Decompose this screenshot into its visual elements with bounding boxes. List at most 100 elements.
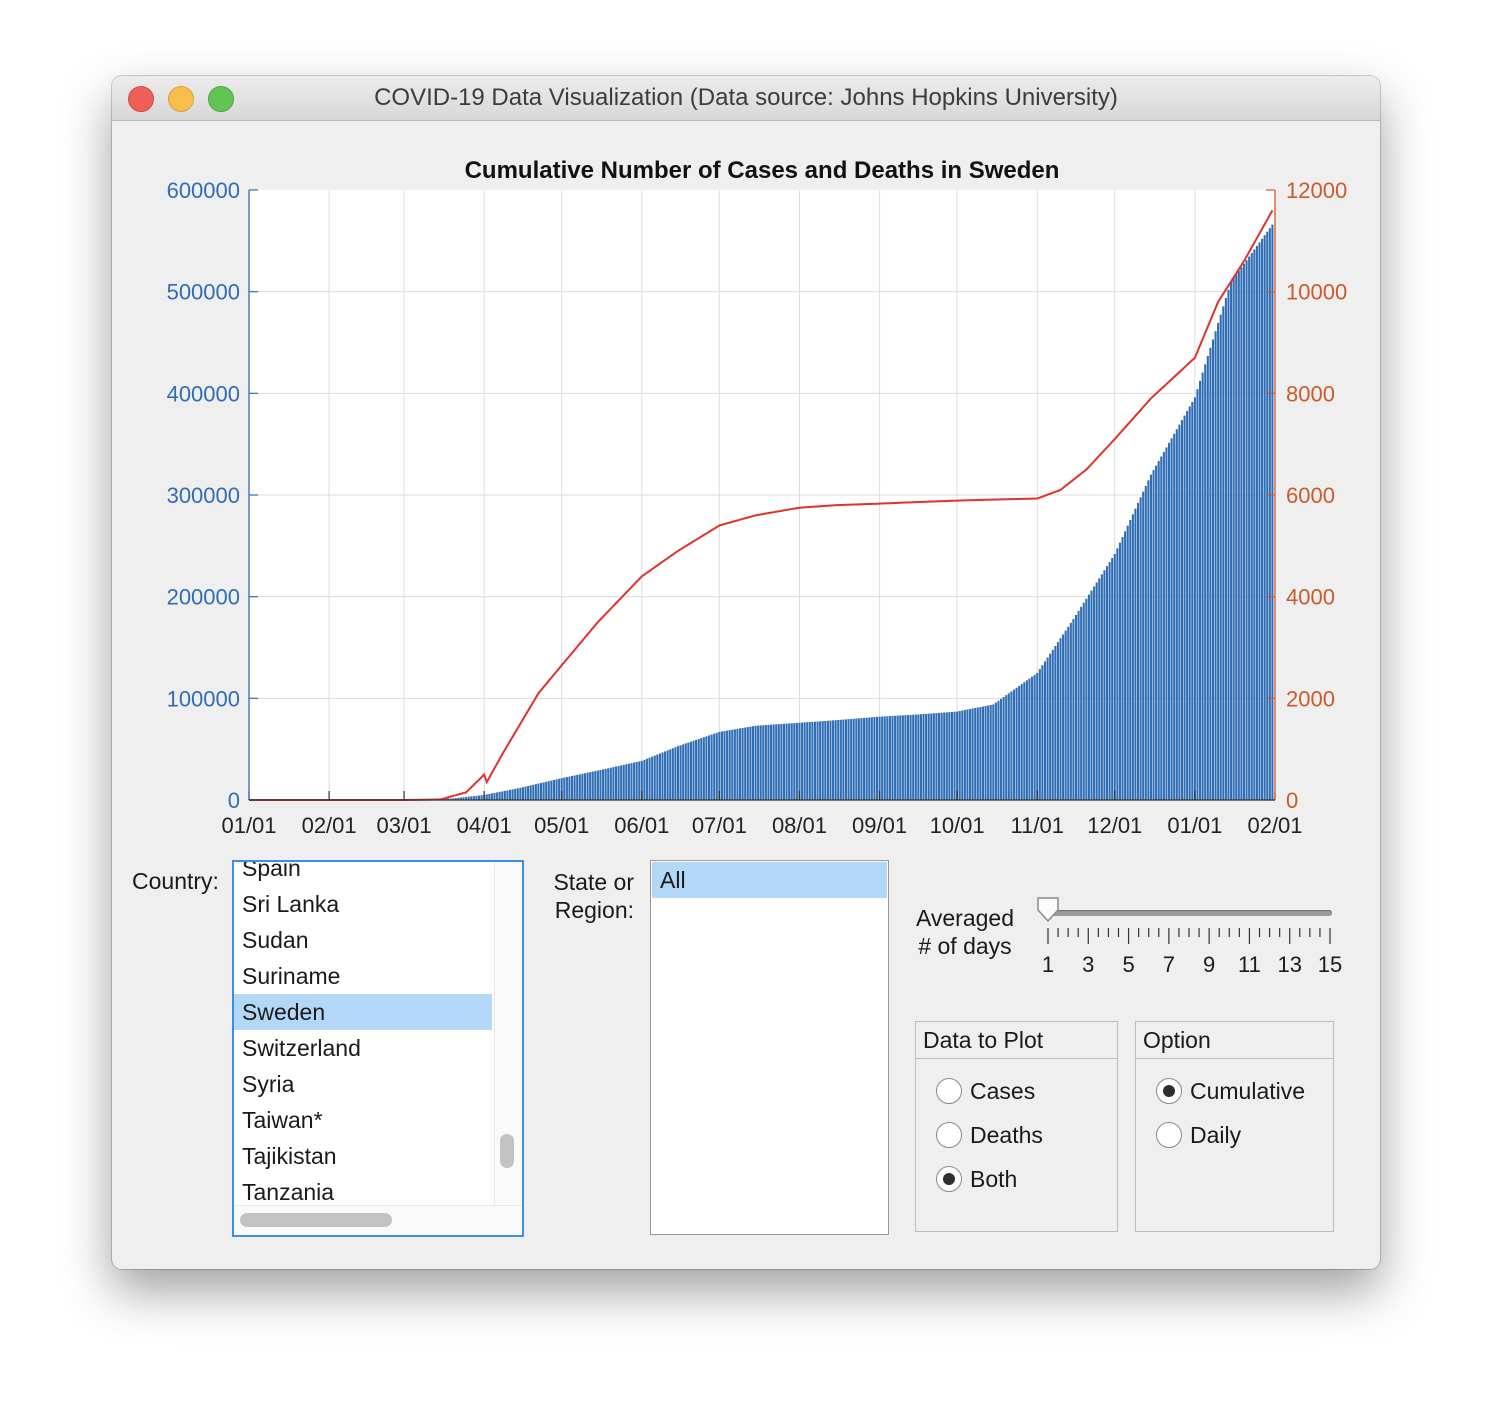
case-bar xyxy=(896,715,899,800)
country-item[interactable]: Sri Lanka xyxy=(242,891,340,917)
case-bar xyxy=(979,706,982,800)
country-item[interactable]: Spain xyxy=(242,860,301,881)
case-bar xyxy=(1255,245,1258,801)
case-bar xyxy=(1113,553,1116,800)
case-bar xyxy=(1082,602,1085,800)
case-bar xyxy=(1002,697,1005,800)
case-bar xyxy=(565,777,568,800)
x-tick-label: 08/01 xyxy=(772,813,827,838)
country-listbox[interactable]: Spain Sri Lanka Sudan Suriname Sweden Switzer… xyxy=(232,860,524,1237)
radio-circle-icon[interactable] xyxy=(1156,1078,1182,1104)
case-bar xyxy=(470,796,473,800)
case-bar xyxy=(795,722,798,800)
case-bar xyxy=(661,752,664,800)
state-region-listbox[interactable]: All xyxy=(650,860,889,1235)
case-bar xyxy=(656,754,659,800)
radio-circle-icon[interactable] xyxy=(936,1166,962,1192)
case-bar xyxy=(777,724,780,800)
case-bar xyxy=(671,748,674,800)
close-button[interactable] xyxy=(128,86,154,112)
case-bar xyxy=(527,785,530,800)
case-bar xyxy=(511,789,514,800)
case-bar xyxy=(1217,322,1220,800)
case-bar xyxy=(1018,685,1021,800)
y-left-tick-label: 500000 xyxy=(167,280,240,305)
data-to-plot-radio-cases[interactable]: Cases xyxy=(936,1076,1035,1106)
case-bar xyxy=(459,797,462,800)
country-item-selected[interactable]: Sweden xyxy=(234,994,492,1030)
cases-bars xyxy=(405,224,1274,801)
case-bar xyxy=(1100,574,1103,800)
case-bar xyxy=(519,787,522,800)
case-bar xyxy=(462,797,465,800)
case-bar xyxy=(498,791,501,800)
minimize-button[interactable] xyxy=(168,86,194,112)
state-item-all[interactable]: All xyxy=(652,862,887,898)
zoom-button[interactable] xyxy=(208,86,234,112)
radio-circle-icon[interactable] xyxy=(1156,1122,1182,1148)
averaging-slider[interactable]: 1 3 5 7 9 11 13 15 xyxy=(1032,896,1362,986)
case-bar xyxy=(640,760,643,800)
case-bar xyxy=(922,714,925,800)
case-bar xyxy=(981,706,984,800)
radio-circle-icon[interactable] xyxy=(936,1078,962,1104)
x-tick-label: 06/01 xyxy=(614,813,669,838)
radio-circle-icon[interactable] xyxy=(936,1122,962,1148)
case-bar xyxy=(811,721,814,800)
case-bar xyxy=(1038,669,1041,800)
case-bar xyxy=(844,719,848,800)
data-to-plot-radio-deaths[interactable]: Deaths xyxy=(936,1120,1043,1150)
country-item[interactable]: Syria xyxy=(242,1071,295,1097)
country-item[interactable]: Suriname xyxy=(242,963,341,989)
vertical-scroll-thumb[interactable] xyxy=(500,1134,514,1168)
case-bar xyxy=(868,717,871,800)
state-label-line1: State or xyxy=(553,869,634,895)
case-bar xyxy=(813,721,817,800)
option-radio-cumulative[interactable]: Cumulative xyxy=(1156,1076,1305,1106)
case-bar xyxy=(1144,486,1147,800)
case-bar xyxy=(948,712,951,800)
case-bar xyxy=(1180,420,1183,800)
case-bar xyxy=(1124,531,1127,800)
x-tick-label: 01/01 xyxy=(221,813,276,838)
data-to-plot-radio-both[interactable]: Both xyxy=(936,1164,1017,1194)
case-bar xyxy=(757,725,760,800)
case-bar xyxy=(697,739,700,800)
country-item[interactable]: Tanzania xyxy=(242,1179,335,1205)
country-item[interactable]: Tajikistan xyxy=(242,1143,337,1169)
case-bar xyxy=(449,798,452,800)
case-bar xyxy=(1059,638,1062,800)
case-bar xyxy=(643,759,646,800)
y-right-tick-label: 2000 xyxy=(1286,686,1335,711)
averaging-slider-track[interactable] xyxy=(1050,910,1332,916)
data-to-plot-title: Data to Plot xyxy=(916,1022,1117,1059)
case-bar xyxy=(488,793,491,800)
case-bar xyxy=(780,723,783,800)
country-item[interactable]: Taiwan* xyxy=(242,1107,323,1133)
x-tick-label: 09/01 xyxy=(852,813,907,838)
case-bar xyxy=(1000,698,1003,800)
case-bar xyxy=(617,765,620,800)
y-right-tick-label: 4000 xyxy=(1286,585,1335,610)
case-bar xyxy=(524,786,527,800)
case-bar xyxy=(480,795,483,800)
case-bar xyxy=(1237,270,1240,800)
horizontal-scroll-thumb[interactable] xyxy=(240,1213,392,1227)
country-item[interactable]: Sudan xyxy=(242,927,309,953)
x-tick-label: 02/01 xyxy=(1247,813,1302,838)
y-right-tick-label: 6000 xyxy=(1286,483,1335,508)
case-bar xyxy=(834,720,837,800)
case-bar xyxy=(516,788,519,800)
case-bar xyxy=(1134,508,1137,800)
case-bar xyxy=(1240,267,1243,800)
option-radio-daily[interactable]: Daily xyxy=(1156,1120,1241,1150)
case-bar xyxy=(490,793,493,800)
slider-thumb[interactable] xyxy=(1037,897,1059,923)
case-bar xyxy=(837,719,840,800)
country-item[interactable]: Switzerland xyxy=(242,1035,361,1061)
case-bar xyxy=(901,715,904,800)
case-bar xyxy=(733,729,736,800)
case-bar xyxy=(984,705,987,800)
case-bar xyxy=(958,711,961,800)
case-bar xyxy=(886,716,889,800)
